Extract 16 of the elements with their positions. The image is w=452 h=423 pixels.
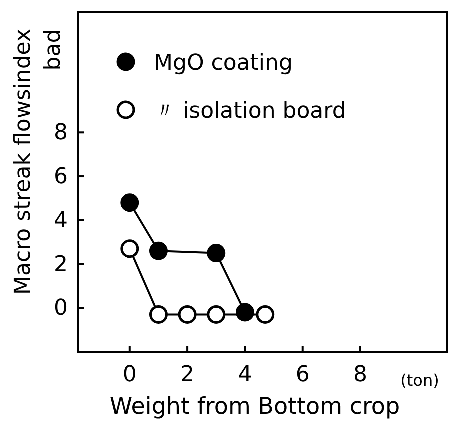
x-tick-label: 0 (122, 362, 137, 388)
legend-label: MgO coating (154, 51, 293, 76)
y-tick-label: 8 (54, 120, 68, 146)
text: (ton) (400, 371, 440, 390)
text: bad (41, 29, 66, 71)
x-tick-label: 8 (354, 362, 368, 388)
x-tick-label: 6 (296, 362, 310, 388)
y-tick-label: 4 (54, 208, 68, 234)
legend-label: 〃 isolation board (154, 99, 346, 124)
y-tick-label: 0 (54, 296, 68, 322)
x-tick-label: 2 (180, 362, 195, 388)
x-tick-label: 4 (238, 362, 252, 388)
y-tick-label: 2 (54, 252, 68, 278)
y-axis-title: Macro streak flowsindex (11, 29, 36, 295)
y-tick-label: 6 (54, 164, 68, 190)
x-axis-title: Weight from Bottom crop (110, 394, 400, 420)
